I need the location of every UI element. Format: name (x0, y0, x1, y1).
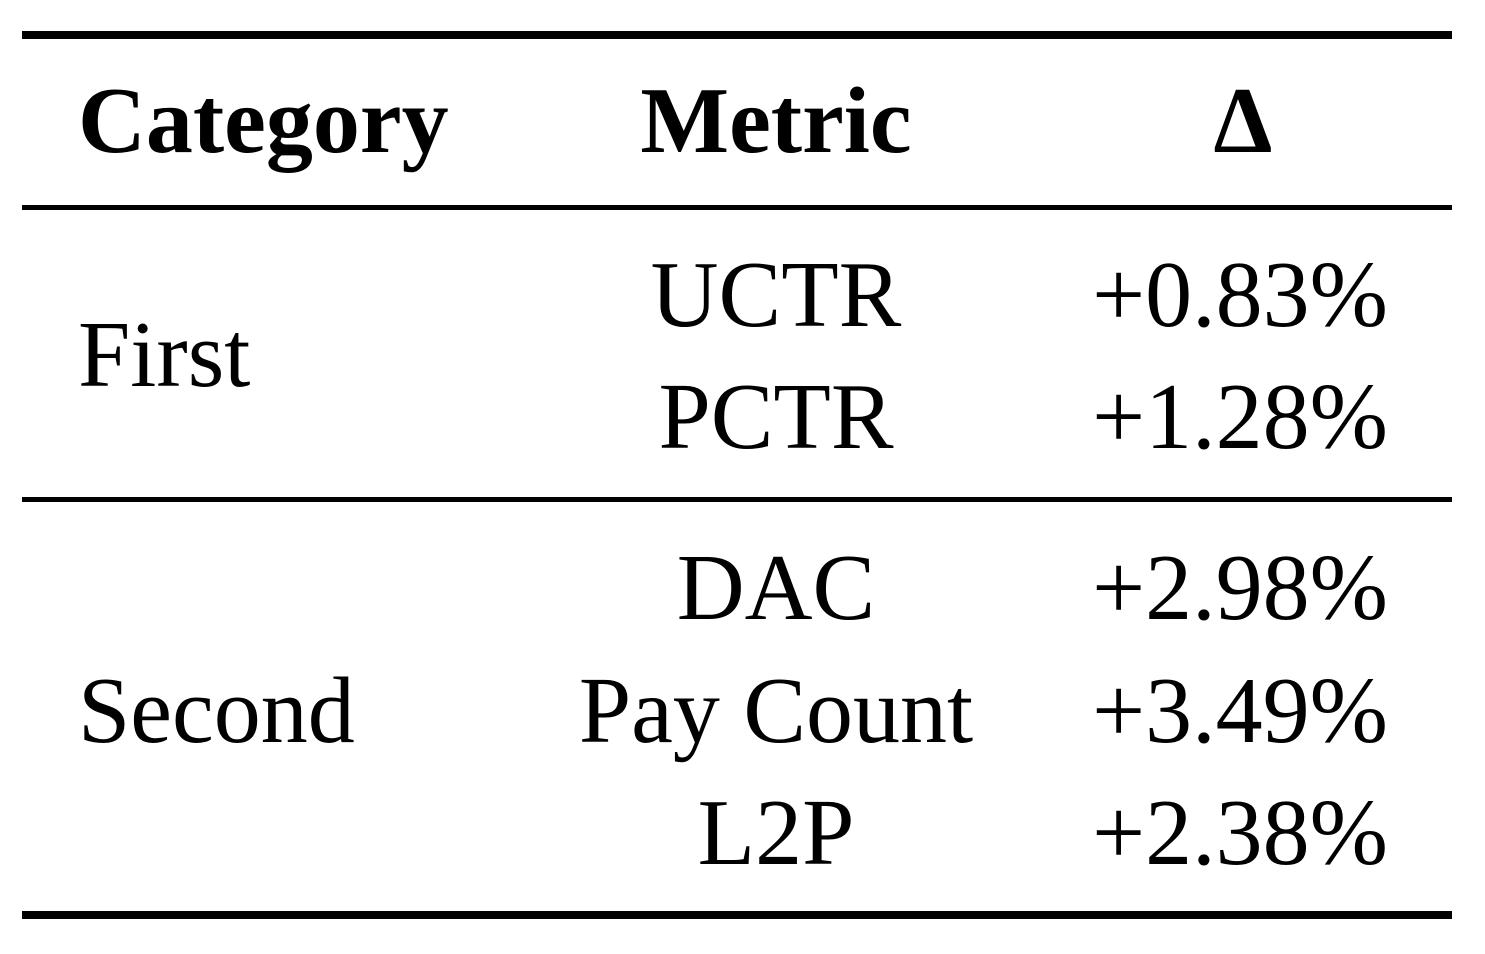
header-rule (22, 205, 1452, 210)
delta-cell: +1.28% (1092, 365, 1388, 469)
metric-cell: Pay Count (578, 659, 974, 763)
delta-cell: +0.83% (1092, 243, 1388, 347)
top-rule (22, 31, 1452, 39)
group-category-second: Second (78, 659, 355, 763)
metric-cell: DAC (676, 536, 876, 640)
metric-cell: PCTR (658, 365, 894, 469)
delta-cell: +2.98% (1092, 536, 1388, 640)
delta-cell: +3.49% (1092, 659, 1388, 763)
delta-cell: +2.38% (1092, 781, 1388, 885)
header-delta: Δ (1213, 69, 1273, 173)
group-category-first: First (78, 303, 251, 407)
metric-cell: UCTR (650, 243, 902, 347)
header-category: Category (78, 69, 449, 173)
header-metric: Metric (640, 69, 912, 173)
bottom-rule (22, 911, 1452, 919)
group-rule (22, 497, 1452, 502)
metric-cell: L2P (697, 781, 855, 885)
